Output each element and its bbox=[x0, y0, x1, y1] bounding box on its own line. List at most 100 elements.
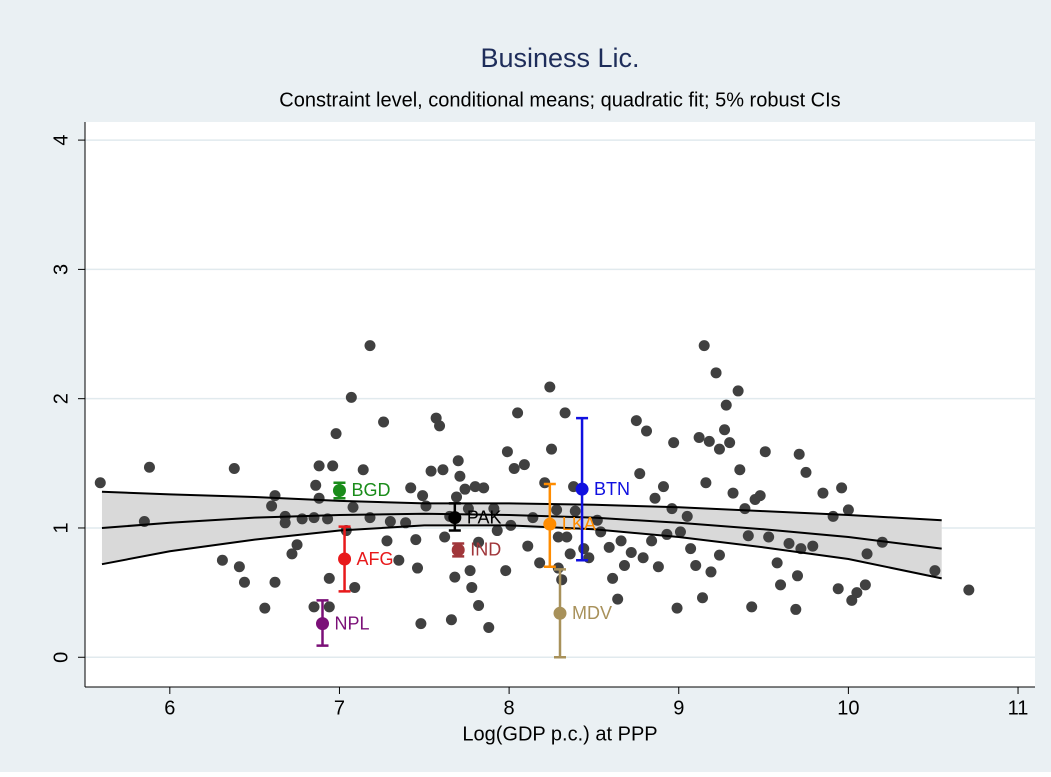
x-tick-label: 9 bbox=[673, 697, 684, 719]
scatter-point bbox=[710, 367, 722, 379]
scatter-point bbox=[697, 592, 708, 604]
scatter-point bbox=[793, 448, 805, 460]
scatter-point bbox=[569, 505, 581, 517]
scatter-point bbox=[522, 540, 534, 552]
ci-line bbox=[101, 490, 942, 522]
scatter-point bbox=[501, 446, 513, 458]
scatter-point bbox=[94, 477, 106, 489]
scatter-point bbox=[500, 565, 512, 577]
country-point bbox=[332, 483, 346, 497]
scatter-point bbox=[836, 482, 848, 494]
country-label: BGD bbox=[351, 480, 390, 500]
scatter-point bbox=[269, 490, 281, 502]
scatter-point bbox=[462, 503, 474, 515]
scatter-point bbox=[827, 510, 839, 522]
scatter-point bbox=[405, 482, 417, 494]
country-label: AFG bbox=[357, 549, 394, 569]
x-tick-label: 10 bbox=[837, 697, 859, 719]
country-point bbox=[553, 606, 567, 620]
scatter-point bbox=[693, 431, 705, 443]
scatter-point bbox=[595, 526, 607, 538]
country-point bbox=[316, 617, 329, 631]
scatter-point bbox=[534, 557, 546, 569]
scatter-point bbox=[783, 537, 795, 549]
scatter-point bbox=[661, 528, 673, 540]
scatter-point bbox=[259, 602, 271, 614]
scatter-point bbox=[508, 462, 520, 474]
scatter-point bbox=[551, 504, 563, 516]
scatter-point bbox=[546, 443, 558, 455]
scatter-point bbox=[807, 540, 819, 552]
scatter-point bbox=[763, 531, 775, 543]
scatter-point bbox=[327, 460, 339, 472]
scatter-point bbox=[417, 490, 429, 502]
y-tick-label: 3 bbox=[50, 264, 72, 275]
scatter-point bbox=[641, 425, 653, 437]
scatter-point bbox=[378, 416, 390, 428]
chart-subtitle: Constraint level, conditional means; qua… bbox=[279, 89, 840, 111]
country-label: IND bbox=[470, 540, 501, 560]
scatter-point bbox=[671, 602, 683, 614]
scatter-point bbox=[607, 572, 619, 584]
scatter-point bbox=[851, 587, 863, 599]
x-tick-label: 6 bbox=[164, 697, 175, 719]
scatter-point bbox=[775, 579, 787, 591]
scatter-point bbox=[583, 552, 595, 564]
scatter-point bbox=[434, 420, 446, 432]
scatter-point bbox=[561, 531, 573, 543]
scatter-point bbox=[732, 385, 744, 397]
country-point bbox=[543, 517, 557, 531]
scatter-point bbox=[415, 618, 427, 630]
scatter-point bbox=[544, 381, 556, 393]
scatter-point bbox=[800, 466, 812, 478]
scatter-point bbox=[734, 464, 746, 476]
scatter-point bbox=[832, 583, 844, 595]
scatter-point bbox=[323, 601, 335, 613]
scatter-point bbox=[625, 547, 637, 559]
scatter-point bbox=[449, 571, 461, 583]
scatter-point bbox=[552, 531, 564, 543]
y-tick-label: 1 bbox=[50, 522, 72, 533]
x-tick-label: 7 bbox=[334, 697, 345, 719]
scatter-point bbox=[817, 487, 829, 499]
scatter-point bbox=[713, 549, 725, 561]
chart-title: Business Lic. bbox=[480, 43, 639, 73]
country-label: NPL bbox=[335, 613, 370, 633]
scatter-point bbox=[393, 554, 405, 566]
scatter-point bbox=[861, 548, 873, 560]
scatter-point bbox=[384, 516, 396, 528]
country-label: PAK bbox=[467, 507, 502, 527]
scatter-point bbox=[690, 559, 702, 571]
scatter-point bbox=[452, 455, 464, 467]
country-label: LKA bbox=[562, 514, 596, 534]
scatter-point bbox=[652, 561, 664, 573]
country-point bbox=[448, 511, 462, 525]
scatter-point bbox=[666, 503, 678, 515]
scatter-point bbox=[518, 459, 530, 471]
scatter-point bbox=[724, 437, 736, 449]
scatter-point bbox=[637, 552, 649, 564]
scatter-point bbox=[347, 501, 359, 513]
scatter-point bbox=[646, 535, 658, 547]
scatter-point bbox=[759, 446, 771, 458]
scatter-point bbox=[719, 424, 731, 436]
scatter-point bbox=[308, 601, 320, 613]
scatter-point bbox=[420, 500, 432, 512]
country-point bbox=[575, 482, 589, 496]
scatter-point bbox=[439, 531, 451, 543]
scatter-point bbox=[143, 461, 155, 473]
y-tick-label: 2 bbox=[50, 393, 72, 404]
scatter-point bbox=[473, 600, 485, 612]
scatter-point bbox=[668, 437, 680, 449]
scatter-point bbox=[859, 579, 871, 591]
scatter-point bbox=[357, 464, 369, 476]
scatter-point bbox=[771, 557, 783, 569]
scatter-point bbox=[437, 464, 449, 476]
x-tick-label: 8 bbox=[504, 697, 515, 719]
scatter-point bbox=[466, 581, 478, 593]
scatter-point bbox=[674, 526, 686, 538]
scatter-point bbox=[488, 503, 500, 515]
scatter-point bbox=[564, 548, 576, 560]
x-axis-label: Log(GDP p.c.) at PPP bbox=[462, 723, 657, 745]
scatter-point bbox=[345, 391, 357, 403]
